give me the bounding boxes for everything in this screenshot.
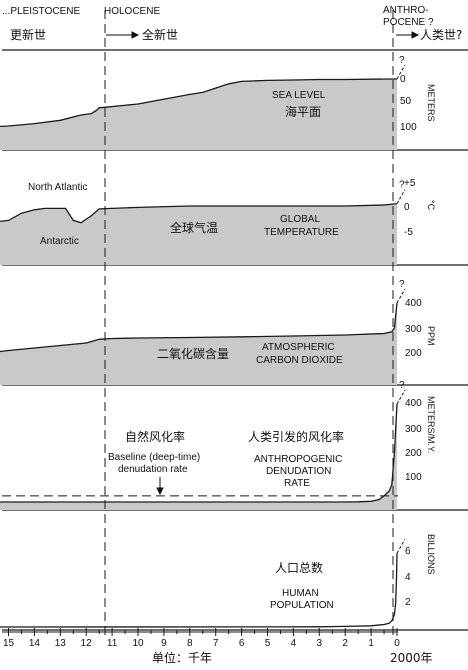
x-axis: 15 14 13 12 11 10 9 8 7 6 5 4 3 2 1 0 <box>2 628 400 649</box>
anthropocene-zh-label: 人类世? <box>420 28 462 42</box>
holocene-zh-label: 全新世 <box>142 27 178 42</box>
north-atlantic-label: North Atlantic <box>28 182 87 193</box>
x-tick-label: 15 <box>3 638 15 649</box>
sea-tick-100: 100 <box>400 122 417 133</box>
den-tick-200: 200 <box>405 448 422 459</box>
baseline-arrow <box>157 477 163 494</box>
den-tick-300: 300 <box>405 424 422 435</box>
x-tick-label: 10 <box>132 638 144 649</box>
x-tick-label: 12 <box>81 638 93 649</box>
x-axis-end-label: 2000年 <box>390 651 433 665</box>
series-projection-2 <box>397 289 405 303</box>
denudation-label-2: DENUDATION <box>266 466 331 477</box>
co2-label-2: CARBON DIOXIDE <box>256 355 343 366</box>
x-tick-label: 14 <box>29 638 41 649</box>
x-tick-label: 0 <box>394 638 400 649</box>
x-tick-label: 9 <box>161 638 167 649</box>
anthropocene-label-1: ANTHRO- <box>383 5 429 16</box>
co2-tick-300: 300 <box>405 324 422 335</box>
antarctic-label: Antarctic <box>40 236 79 247</box>
den-tick-100: 100 <box>405 472 422 483</box>
temp-tick-minus5: -5 <box>404 227 413 238</box>
pop-tick-6: 6 <box>405 546 411 557</box>
x-tick-label: 1 <box>368 638 374 649</box>
x-tick-label: 13 <box>55 638 67 649</box>
x-tick-label: 11 <box>107 638 118 649</box>
temperature-label-2: TEMPERATURE <box>264 227 339 238</box>
anthropocene-label-2: POCENE ? <box>383 17 434 28</box>
population-label-2: POPULATION <box>270 600 334 611</box>
pleistocene-zh-label: 更新世 <box>10 27 46 42</box>
population-label-1: HUMAN <box>282 588 319 599</box>
pop-tick-4: 4 <box>405 572 411 583</box>
den-tick-400: 400 <box>405 398 422 409</box>
baseline-label-1: Baseline (deep-time) <box>108 452 200 463</box>
uncertainty-mark-0: ? <box>399 55 405 66</box>
den-unit-label: METERS/M.Y. <box>426 396 436 453</box>
x-tick-label: 3 <box>317 638 323 649</box>
pop-tick-2: 2 <box>405 597 411 608</box>
uncertainty-mark-2: ? <box>399 279 405 290</box>
series-area-0 <box>0 79 397 150</box>
co2-tick-200: 200 <box>405 348 422 359</box>
sea-tick-0: 0 <box>400 74 406 85</box>
x-tick-label: 6 <box>239 638 245 649</box>
pleistocene-label: ...PLEISTOCENE <box>2 6 81 17</box>
denudation-zh-label: 人类引发的风化率 <box>248 429 344 444</box>
x-axis-label: 单位：千年 <box>152 650 212 665</box>
series-areas: ???? <box>0 55 405 627</box>
x-tick-label: 5 <box>265 638 271 649</box>
denudation-label-3: RATE <box>284 478 310 489</box>
co2-tick-400: 400 <box>405 298 422 309</box>
series-line-4 <box>0 553 397 627</box>
co2-label-1: ATMOSPHERIC <box>262 342 335 353</box>
temp-tick-0: 0 <box>404 202 410 213</box>
temperature-zh-label: 全球气温 <box>170 220 218 235</box>
population-zh-label: 人口总数 <box>275 560 323 575</box>
baseline-zh-label: 自然风化率 <box>125 429 185 444</box>
sea-tick-50: 50 <box>400 96 412 107</box>
temp-tick-plus5: +5 <box>404 178 416 189</box>
x-tick-label: 2 <box>342 638 348 649</box>
pop-unit-label: BILLIONS <box>426 534 436 575</box>
x-tick-label: 8 <box>187 638 193 649</box>
temp-unit-label: °C <box>426 200 436 211</box>
co2-zh-label: 二氧化碳含量 <box>157 346 229 361</box>
co2-unit-label: PPM <box>426 326 436 346</box>
baseline-label-2: denudation rate <box>118 464 188 475</box>
sea-level-zh-label: 海平面 <box>285 104 321 119</box>
denudation-label-1: ANTHROPOGENIC <box>254 454 342 465</box>
temperature-label-1: GLOBAL <box>280 214 320 225</box>
series-area-2 <box>0 303 397 385</box>
sea-unit-label: METERS <box>426 84 436 122</box>
series-projection-4 <box>397 539 405 553</box>
x-tick-label: 7 <box>213 638 219 649</box>
sea-level-label: SEA LEVEL <box>272 90 326 101</box>
holocene-label: HOLOCENE <box>104 6 160 17</box>
uncertainty-mark-3: ? <box>399 380 405 391</box>
x-tick-label: 4 <box>291 638 297 649</box>
series-projection-3 <box>397 390 405 404</box>
